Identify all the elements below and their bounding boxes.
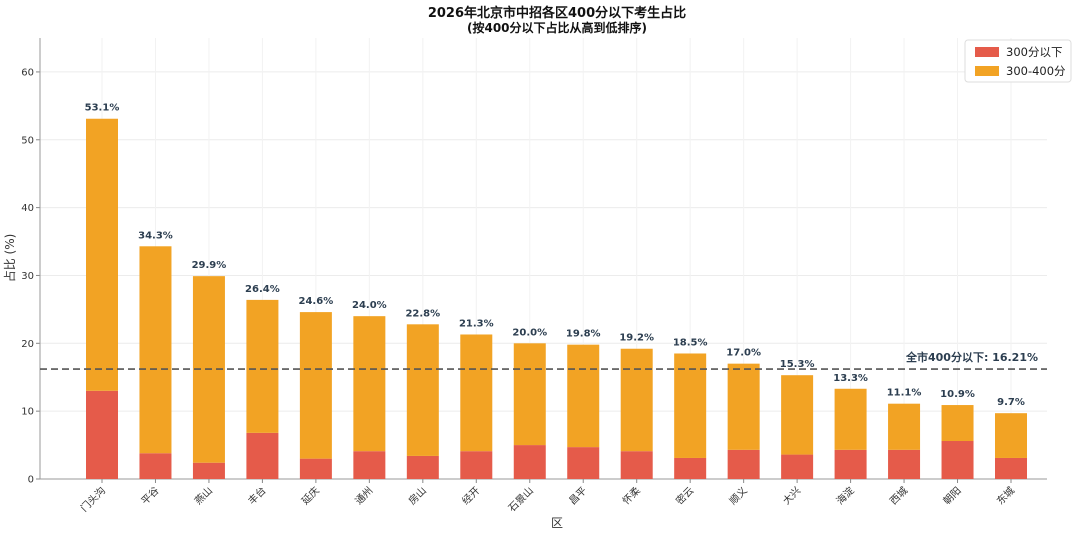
- x-tick-label: 丰台: [245, 484, 268, 507]
- bar-total-label: 29.9%: [192, 260, 227, 271]
- bar-segment-below-300: [406, 455, 439, 479]
- x-tick-label: 怀柔: [620, 485, 643, 508]
- bar-segment-300-400: [513, 343, 546, 446]
- bar-segment-300-400: [727, 363, 760, 450]
- reference-line-label: 全市400分以下: 16.21%: [905, 350, 1038, 364]
- bar-segment-300-400: [86, 118, 118, 391]
- bar-total-label: 20.0%: [512, 327, 547, 338]
- bar-segment-300-400: [406, 324, 439, 456]
- y-tick-label: 60: [21, 67, 34, 78]
- bar-total-label: 22.8%: [405, 308, 440, 319]
- bars: [86, 118, 1027, 479]
- bar-segment-below-300: [941, 441, 974, 479]
- chart-title: 2026年北京市中招各区400分以下考生占比: [428, 5, 686, 21]
- legend-swatch-300-400: [975, 66, 999, 76]
- x-tick-label: 平谷: [139, 485, 162, 508]
- bar-segment-300-400: [620, 348, 653, 452]
- bar-segment-below-300: [620, 451, 653, 479]
- x-tick-label: 西城: [888, 485, 911, 508]
- bar-segment-below-300: [727, 449, 760, 479]
- y-tick-label: 30: [21, 271, 34, 282]
- legend-swatch-below-300: [975, 47, 999, 57]
- bar-segment-below-300: [139, 453, 172, 479]
- bar-segment-below-300: [834, 449, 867, 479]
- bar-total-label: 24.6%: [299, 296, 334, 307]
- bar-segment-300-400: [781, 375, 814, 455]
- x-tick-label: 昌平: [567, 485, 590, 508]
- reference-line-group: 全市400分以下: 16.21%: [40, 350, 1047, 370]
- bar-total-label: 13.3%: [833, 373, 868, 384]
- bar-segment-below-300: [460, 451, 493, 479]
- bar-segment-300-400: [834, 388, 867, 450]
- bar-total-label: 24.0%: [352, 300, 387, 311]
- x-tick-label: 东城: [994, 484, 1017, 507]
- bar-total-label: 53.1%: [85, 103, 120, 114]
- x-tick-label: 房山: [406, 484, 429, 507]
- x-tick-label: 顺义: [727, 485, 750, 508]
- y-tick-label: 0: [28, 475, 34, 486]
- bar-total-label: 17.0%: [726, 348, 761, 359]
- bar-segment-300-400: [941, 405, 974, 442]
- x-tick-label: 密云: [673, 484, 696, 507]
- bar-segment-300-400: [246, 299, 279, 433]
- bar-total-label: 18.5%: [673, 337, 708, 348]
- legend: 300分以下 300-400分: [964, 39, 1072, 83]
- y-axis-label: 占比 (%): [2, 234, 17, 283]
- bar-segment-below-300: [781, 454, 814, 479]
- bar-segment-300-400: [567, 344, 600, 448]
- bar-total-label: 21.3%: [459, 318, 494, 329]
- bar-segment-300-400: [995, 413, 1027, 458]
- bar-segment-below-300: [192, 462, 225, 479]
- x-tick-label: 延庆: [299, 484, 322, 507]
- bar-segment-below-300: [353, 451, 386, 479]
- x-tick-label: 大兴: [780, 484, 803, 507]
- bar-segment-below-300: [888, 449, 921, 479]
- bar-total-label: 26.4%: [245, 284, 280, 295]
- chart-subtitle: (按400分以下占比从高到低排序): [467, 20, 647, 35]
- legend-label-300-400: 300-400分: [1006, 64, 1066, 78]
- bar-segment-below-300: [674, 457, 707, 479]
- bar-segment-below-300: [513, 445, 546, 479]
- bar-total-label: 19.8%: [566, 329, 601, 340]
- bar-total-label: 9.7%: [997, 397, 1025, 408]
- bar-segment-300-400: [460, 334, 493, 452]
- y-tick-label: 40: [21, 203, 34, 214]
- bar-segment-below-300: [995, 457, 1027, 479]
- bar-total-label: 10.9%: [940, 389, 975, 400]
- x-tick-label: 门头沟: [78, 484, 108, 514]
- x-tick-label: 海淀: [833, 484, 856, 507]
- bar-total-label: 15.3%: [780, 359, 815, 370]
- bar-segment-300-400: [139, 246, 172, 454]
- bar-segment-below-300: [567, 447, 600, 479]
- bar-segment-below-300: [299, 458, 332, 479]
- data-labels: 53.1% 34.3% 29.9% 26.4% 24.6% 24.0% 22.8% 21.3%…: [85, 103, 1025, 408]
- bar-total-label: 19.2%: [619, 333, 654, 344]
- bar-segment-below-300: [246, 432, 279, 479]
- bar-segment-300-400: [888, 403, 921, 450]
- bar-segment-300-400: [353, 316, 386, 452]
- x-tick-label: 通州: [353, 485, 376, 508]
- bar-segment-300-400: [299, 312, 332, 459]
- bar-total-label: 34.3%: [138, 230, 173, 241]
- x-axis-label: 区: [551, 516, 563, 530]
- y-tick-label: 10: [21, 407, 34, 418]
- x-tick-label: 朝阳: [941, 485, 964, 508]
- legend-label-below-300: 300分以下: [1006, 45, 1062, 59]
- bar-segment-below-300: [86, 390, 118, 479]
- x-tick-label: 经开: [459, 484, 482, 507]
- x-tick-label: 石景山: [506, 485, 536, 515]
- y-tick-label: 20: [21, 339, 34, 350]
- bar-segment-300-400: [674, 353, 707, 458]
- bar-total-label: 11.1%: [887, 388, 922, 399]
- x-tick-label: 燕山: [192, 485, 215, 508]
- y-tick-label: 50: [21, 135, 34, 146]
